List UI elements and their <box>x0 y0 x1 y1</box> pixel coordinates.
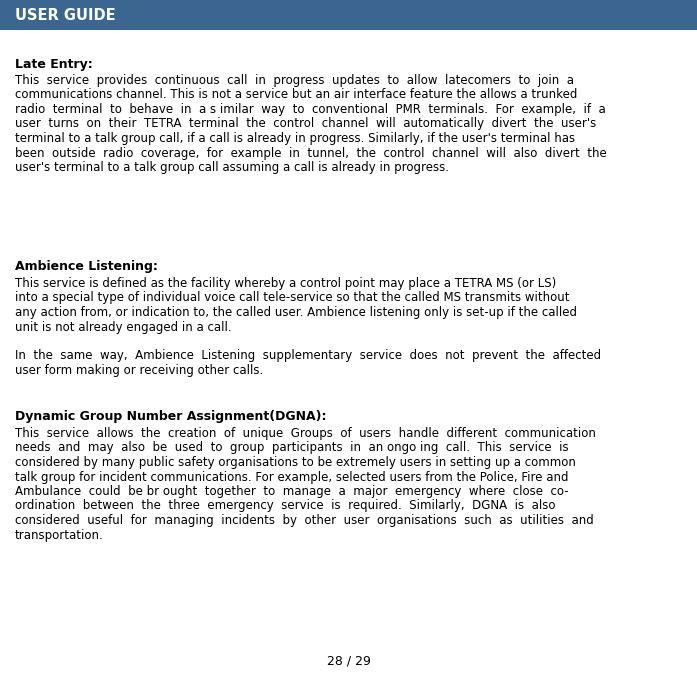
Text: talk group for incident communications. For example, selected users from the Pol: talk group for incident communications. … <box>15 471 569 483</box>
Text: Late Entry:: Late Entry: <box>15 58 93 71</box>
Text: user  turns  on  their  TETRA  terminal  the  control  channel  will  automatica: user turns on their TETRA terminal the c… <box>15 118 596 131</box>
Text: Dynamic Group Number Assignment(DGNA):: Dynamic Group Number Assignment(DGNA): <box>15 410 326 423</box>
Text: USER GUIDE: USER GUIDE <box>15 7 116 22</box>
Text: Ambulance  could  be br ought  together  to  manage  a  major  emergency  where : Ambulance could be br ought together to … <box>15 485 569 498</box>
Text: unit is not already engaged in a call.: unit is not already engaged in a call. <box>15 320 231 333</box>
Text: been  outside  radio  coverage,  for  example  in  tunnel,  the  control  channe: been outside radio coverage, for example… <box>15 146 607 160</box>
Text: This  service  allows  the  creation  of  unique  Groups  of  users  handle  dif: This service allows the creation of uniq… <box>15 427 596 440</box>
Text: Ambience Listening:: Ambience Listening: <box>15 260 158 273</box>
Text: user's terminal to a talk group call assuming a call is already in progress.: user's terminal to a talk group call ass… <box>15 161 449 174</box>
Text: needs  and  may  also  be  used  to  group  participants  in  an ongo ing  call.: needs and may also be used to group part… <box>15 441 569 454</box>
Text: ordination  between  the  three  emergency  service  is  required.  Similarly,  : ordination between the three emergency s… <box>15 500 556 513</box>
Text: communications channel. This is not a service but an air interface feature the a: communications channel. This is not a se… <box>15 88 577 101</box>
Bar <box>0 0 697 30</box>
Text: radio  terminal  to  behave  in  a s imilar  way  to  conventional  PMR  termina: radio terminal to behave in a s imilar w… <box>15 103 606 116</box>
Text: user form making or receiving other calls.: user form making or receiving other call… <box>15 364 263 377</box>
Text: transportation.: transportation. <box>15 528 104 541</box>
Text: This service is defined as the facility whereby a control point may place a TETR: This service is defined as the facility … <box>15 277 556 290</box>
Text: In  the  same  way,  Ambience  Listening  supplementary  service  does  not  pre: In the same way, Ambience Listening supp… <box>15 350 601 362</box>
Text: any action from, or indication to, the called user. Ambience listening only is s: any action from, or indication to, the c… <box>15 306 577 319</box>
Text: considered by many public safety organisations to be extremely users in setting : considered by many public safety organis… <box>15 456 576 469</box>
Text: This  service  provides  continuous  call  in  progress  updates  to  allow  lat: This service provides continuous call in… <box>15 74 574 87</box>
Text: 28 / 29: 28 / 29 <box>327 655 370 668</box>
Text: considered  useful  for  managing  incidents  by  other  user  organisations  su: considered useful for managing incidents… <box>15 514 594 527</box>
Text: into a special type of individual voice call tele-service so that the called MS : into a special type of individual voice … <box>15 292 569 305</box>
Text: terminal to a talk group call, if a call is already in progress. Similarly, if t: terminal to a talk group call, if a call… <box>15 132 575 145</box>
